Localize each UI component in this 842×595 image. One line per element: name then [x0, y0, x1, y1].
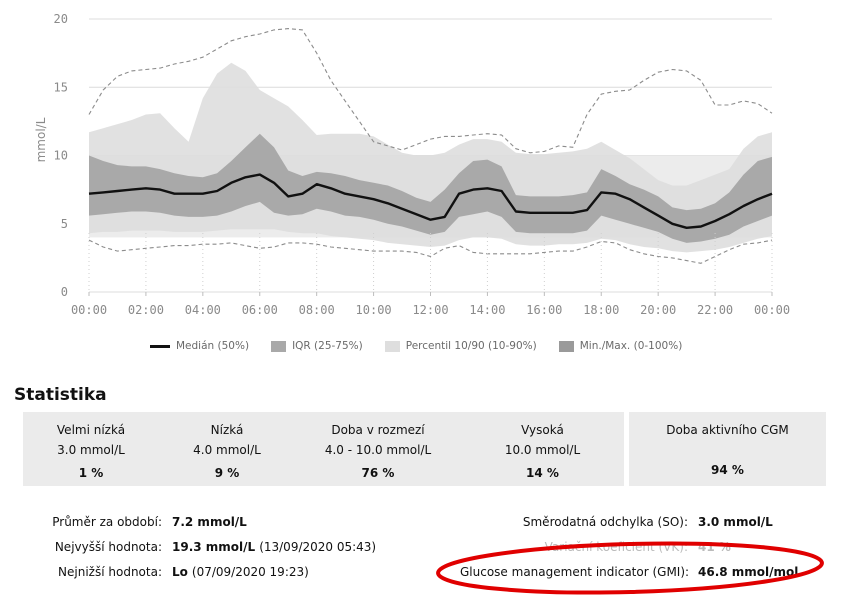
stat-low-name: Nízká [210, 423, 244, 437]
summary-gmi-label: Glucose management indicator (GMI): [460, 564, 690, 579]
summary-lowest-date: (07/09/2020 19:23) [191, 564, 309, 579]
stat-high-name: Vysoká [521, 423, 564, 437]
stat-low-threshold: 4.0 mmol/L [193, 443, 261, 457]
summary-highest-date: (13/09/2020 05:43) [259, 539, 377, 554]
summary-lowest-value: Lo [172, 564, 188, 579]
legend-swatch-minmax [558, 340, 574, 352]
summary-sd-label: Směrodatná odchylka (SO): [522, 514, 688, 529]
x-tick-label-8: 16:00 [526, 303, 562, 317]
stat-very-low: Velmi nízká 3.0 mmol/L 1 % [23, 412, 159, 486]
summary-lowest-label: Nejnižší hodnota: [58, 564, 162, 579]
median-line [88, 173, 773, 229]
y-tick-label-15: 15 [54, 80, 68, 94]
summary-average-value: 7.2 mmol/L [172, 514, 247, 529]
stat-very-low-percent: 1 % [78, 466, 104, 480]
iqr-band [89, 133, 772, 243]
legend-item-median: Medián (50%) [150, 340, 249, 352]
legend-swatch-percentile [384, 340, 400, 352]
max-line [88, 28, 773, 154]
legend-swatch-median [150, 344, 170, 348]
summary-gmi: Glucose management indicator (GMI): 46.8… [460, 559, 798, 584]
stats-row: Velmi nízká 3.0 mmol/L 1 % Nízká 4.0 mmo… [23, 412, 826, 486]
y-axis-label: mmol/L [34, 117, 48, 162]
summary-sd-value: 3.0 mmol/L [698, 514, 773, 529]
x-tick-label-6: 12:00 [412, 303, 448, 317]
stat-active-cgm: Doba aktivního CGM 94 % [629, 412, 826, 486]
stat-in-range-name: Doba v rozmezí [331, 423, 425, 437]
min-line [88, 239, 773, 264]
x-tick-label-11: 22:00 [697, 303, 733, 317]
x-tick-label-4: 08:00 [299, 303, 335, 317]
summary-sd: Směrodatná odchylka (SO): 3.0 mmol/L [460, 509, 798, 534]
y-tick-label-20: 20 [54, 12, 68, 26]
stat-in-range: Doba v rozmezí 4.0 - 10.0 mmol/L 76 % [295, 412, 461, 486]
y-tick-label-10: 10 [54, 149, 68, 163]
stat-in-range-percent: 76 % [361, 466, 395, 480]
summary-average-label: Průměr za období: [52, 514, 162, 529]
stat-low-percent: 9 % [214, 466, 240, 480]
legend-swatch-iqr [271, 340, 287, 352]
x-tick-label-2: 04:00 [185, 303, 221, 317]
summary-right: Směrodatná odchylka (SO): 3.0 mmol/L Var… [460, 509, 798, 584]
x-tick-label-10: 20:00 [640, 303, 676, 317]
summary-highest-value: 19.3 mmol/L [172, 539, 256, 554]
x-tick-label-1: 02:00 [128, 303, 164, 317]
agp-chart: mmol/L 0 5 10 15 20 00:00 02:00 04:00 06:00 08:00… [34, 12, 790, 317]
stat-low: Nízká 4.0 mmol/L 9 % [159, 412, 295, 486]
x-tick-label-9: 18:00 [583, 303, 619, 317]
summary-cv-label: Variační koeficient (VK): [544, 539, 688, 554]
stat-high-percent: 14 % [526, 466, 559, 480]
summary-highest-label: Nejvyšší hodnota: [54, 539, 162, 554]
legend-label-median: Medián (50%) [176, 340, 250, 352]
stat-active-cgm-name: Doba aktivního CGM [666, 423, 789, 437]
range-group: Velmi nízká 3.0 mmol/L 1 % Nízká 4.0 mmo… [23, 412, 624, 486]
summary-lowest: Nejnižší hodnota: Lo (07/09/2020 19:23) [30, 559, 376, 584]
summary-highest: Nejvyšší hodnota: 19.3 mmol/L (13/09/202… [30, 534, 376, 559]
chart-legend: Medián (50%) IQR (25-75%) Percentil 10/9… [150, 340, 682, 352]
summary-cv: Variační koeficient (VK): 41 % [460, 534, 798, 559]
summary-cv-value: 41 % [698, 539, 731, 554]
legend-label-iqr: IQR (25-75%) [292, 340, 363, 352]
stat-very-low-threshold: 3.0 mmol/L [57, 443, 125, 457]
x-tick-label-0: 00:00 [71, 303, 107, 317]
legend-label-percentile: Percentil 10/90 (10-90%) [405, 340, 537, 352]
legend-label-minmax: Min./Max. (0-100%) [579, 340, 683, 352]
stats-title: Statistika [14, 385, 107, 405]
x-tick-label-3: 06:00 [242, 303, 278, 317]
x-tick-label-5: 10:00 [356, 303, 392, 317]
legend-item-iqr: IQR (25-75%) [271, 340, 363, 352]
stat-high: Vysoká 10.0 mmol/L 14 % [461, 412, 624, 486]
stat-very-low-name: Velmi nízká [56, 423, 126, 437]
legend-item-percentile: Percentil 10/90 (10-90%) [384, 340, 537, 352]
x-tick-label-7: 14:00 [469, 303, 505, 317]
y-tick-label-0: 0 [61, 285, 68, 299]
x-tick-label-12: 00:00 [754, 303, 790, 317]
y-tick-label-5: 5 [61, 217, 68, 231]
stat-high-threshold: 10.0 mmol/L [504, 443, 581, 457]
legend-item-minmax: Min./Max. (0-100%) [558, 340, 683, 352]
stat-in-range-threshold: 4.0 - 10.0 mmol/L [324, 443, 432, 457]
summary-left: Průměr za období: 7.2 mmol/L Nejvyšší ho… [30, 509, 376, 584]
stat-active-cgm-percent: 94 % [711, 463, 744, 477]
summary-average: Průměr za období: 7.2 mmol/L [30, 509, 376, 534]
summary-gmi-value: 46.8 mmol/mol [698, 564, 799, 579]
